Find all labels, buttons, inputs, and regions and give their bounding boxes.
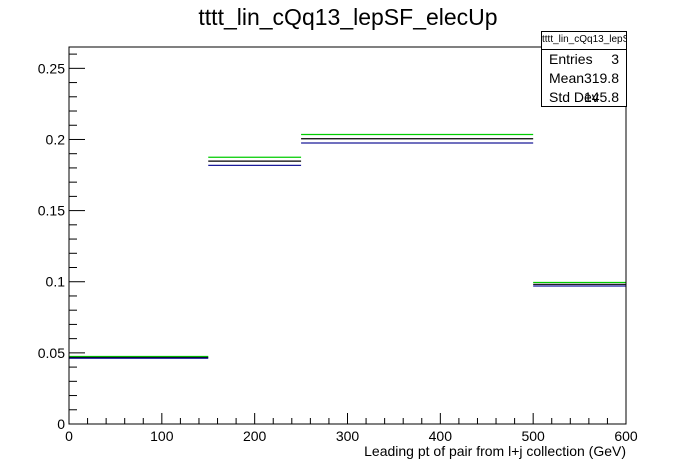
stats-row-mean: Mean 319.8 xyxy=(542,69,626,88)
stats-entries-label: Entries xyxy=(549,51,593,67)
x-tick-label: 100 xyxy=(150,428,174,444)
stats-stddev-value: 145.8 xyxy=(583,89,619,105)
y-tick-label: 0.2 xyxy=(46,131,66,147)
x-tick-label: 400 xyxy=(429,428,453,444)
x-tick-label: 200 xyxy=(243,428,267,444)
stats-row-entries: Entries 3 xyxy=(542,50,626,69)
stats-row-stddev: Std Dev 145.8 xyxy=(542,88,626,107)
x-tick-label: 600 xyxy=(614,428,638,444)
series-2 xyxy=(69,142,626,359)
stats-mean-value: 319.8 xyxy=(583,70,619,86)
y-tick-label: 0.25 xyxy=(38,60,65,76)
stats-box: tttt_lin_cQq13_lepSF_elecUp Entries 3 Me… xyxy=(541,31,627,107)
series-layer xyxy=(69,133,626,359)
axes-layer: 0 100 200 300 400 500 600 0 0.05 0.1 0.15 0.2 0.25 xyxy=(38,46,638,444)
y-tick-label: 0 xyxy=(57,416,65,432)
series-0 xyxy=(69,133,626,358)
y-tick-label: 0.1 xyxy=(46,274,66,290)
x-tick-label: 500 xyxy=(521,428,545,444)
x-tick-label: 300 xyxy=(336,428,360,444)
chart-title: tttt_lin_cQq13_lepSF_elecUp xyxy=(198,4,498,30)
series-1 xyxy=(69,138,626,359)
stats-mean-label: Mean xyxy=(549,70,585,86)
stats-entries-value: 3 xyxy=(611,51,619,67)
y-tick-label: 0.05 xyxy=(38,345,65,361)
x-tick-label: 0 xyxy=(65,428,73,444)
y-tick-label: 0.15 xyxy=(38,203,65,219)
x-axis-label: Leading pt of pair from l+j collection (… xyxy=(364,443,626,459)
stats-stddev-label: Std Dev xyxy=(549,89,599,105)
stats-box-title: tttt_lin_cQq13_lepSF_elecUp xyxy=(542,32,626,50)
